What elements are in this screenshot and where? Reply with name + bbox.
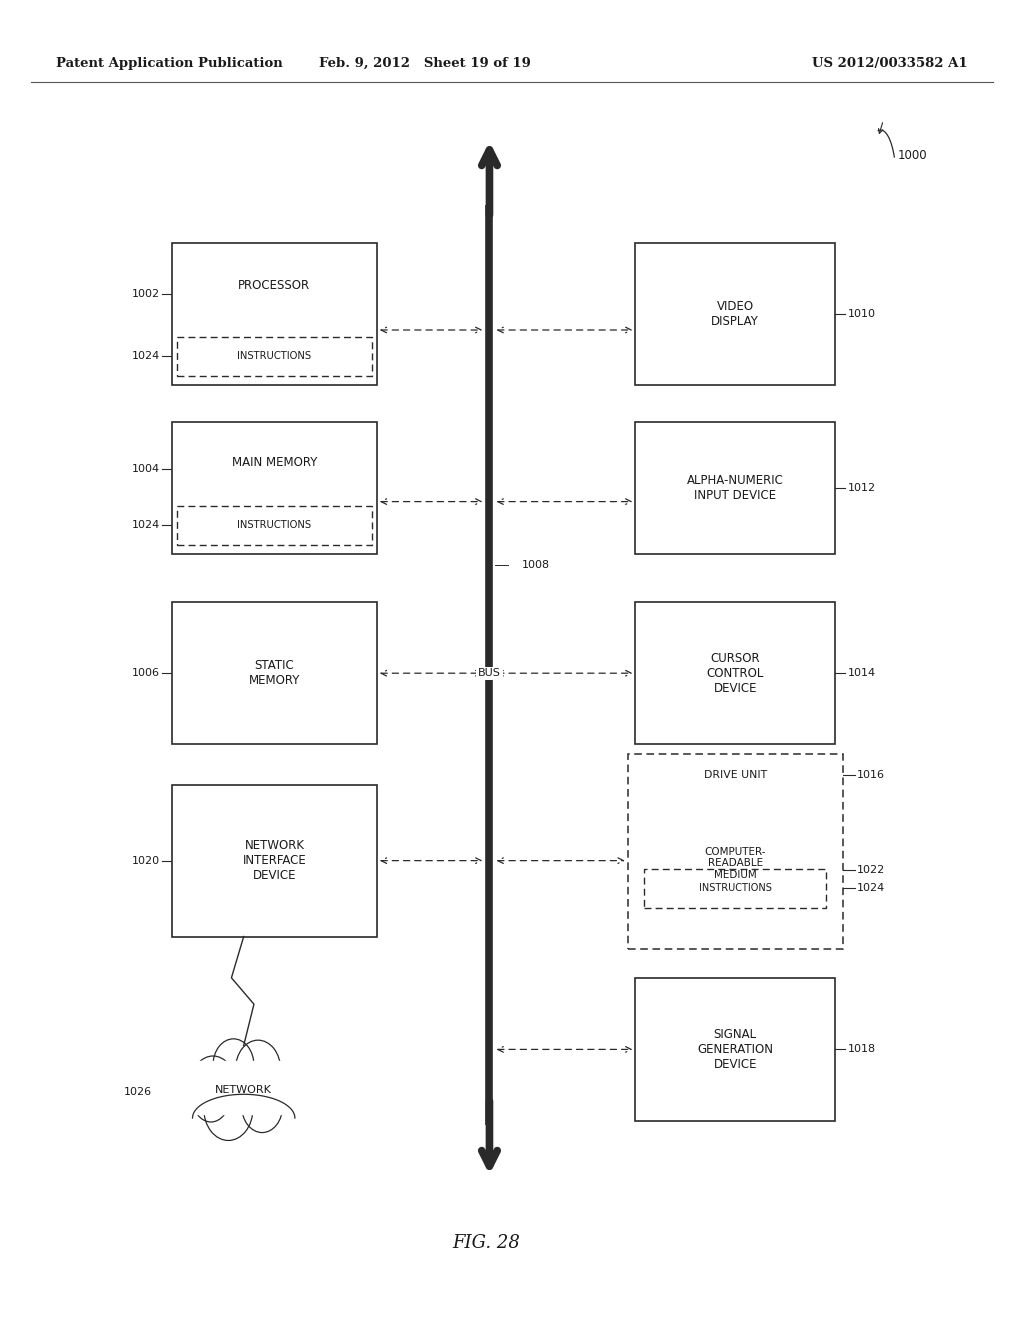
Bar <box>628 754 843 949</box>
Circle shape <box>193 1074 229 1122</box>
Bar <box>187 1059 300 1118</box>
Text: 1022: 1022 <box>857 865 886 875</box>
Bar <box>172 422 377 554</box>
Text: FIG. 28: FIG. 28 <box>453 1234 520 1253</box>
Text: 1024: 1024 <box>131 520 160 531</box>
Text: SIGNAL
GENERATION
DEVICE: SIGNAL GENERATION DEVICE <box>697 1028 773 1071</box>
Circle shape <box>204 1077 253 1140</box>
Bar <box>172 602 377 744</box>
Text: US 2012/0033582 A1: US 2012/0033582 A1 <box>812 57 968 70</box>
Bar <box>644 869 826 908</box>
Text: 1000: 1000 <box>898 149 928 162</box>
Text: MAIN MEMORY: MAIN MEMORY <box>231 455 317 469</box>
Text: VIDEO
DISPLAY: VIDEO DISPLAY <box>712 300 759 329</box>
Bar <box>177 506 372 545</box>
Text: 1004: 1004 <box>132 463 160 474</box>
Text: 1014: 1014 <box>848 668 876 678</box>
Circle shape <box>190 1056 236 1114</box>
Text: ALPHA-NUMERIC
INPUT DEVICE: ALPHA-NUMERIC INPUT DEVICE <box>687 474 783 503</box>
Text: 1006: 1006 <box>132 668 160 678</box>
Bar <box>177 337 372 376</box>
Circle shape <box>236 1040 281 1098</box>
Bar <box>172 243 377 385</box>
Text: DRIVE UNIT: DRIVE UNIT <box>703 770 767 780</box>
Text: 1016: 1016 <box>857 770 885 780</box>
Bar <box>172 784 377 937</box>
Text: 1026: 1026 <box>124 1086 152 1097</box>
Bar <box>635 422 835 554</box>
Text: 1010: 1010 <box>848 309 876 319</box>
Text: 1024: 1024 <box>857 883 886 894</box>
Text: 1018: 1018 <box>848 1044 876 1055</box>
Text: NETWORK
INTERFACE
DEVICE: NETWORK INTERFACE DEVICE <box>243 840 306 882</box>
Text: CURSOR
CONTROL
DEVICE: CURSOR CONTROL DEVICE <box>707 652 764 694</box>
Text: 1024: 1024 <box>131 351 160 362</box>
Text: INSTRUCTIONS: INSTRUCTIONS <box>698 883 772 894</box>
Text: PROCESSOR: PROCESSOR <box>239 279 310 292</box>
Text: 1002: 1002 <box>132 289 160 300</box>
Bar <box>635 243 835 385</box>
Circle shape <box>213 1039 254 1092</box>
Text: INSTRUCTIONS: INSTRUCTIONS <box>238 351 311 362</box>
Bar <box>638 800 833 916</box>
Circle shape <box>242 1080 283 1133</box>
Text: STATIC
MEMORY: STATIC MEMORY <box>249 659 300 688</box>
Text: NETWORK: NETWORK <box>215 1085 272 1096</box>
Circle shape <box>258 1064 295 1111</box>
Text: Patent Application Publication: Patent Application Publication <box>56 57 283 70</box>
Bar <box>635 602 835 744</box>
Text: BUS: BUS <box>478 668 501 678</box>
Text: INSTRUCTIONS: INSTRUCTIONS <box>238 520 311 531</box>
Text: 1008: 1008 <box>522 560 550 570</box>
Text: Feb. 9, 2012   Sheet 19 of 19: Feb. 9, 2012 Sheet 19 of 19 <box>319 57 530 70</box>
Text: 1020: 1020 <box>132 855 160 866</box>
Bar <box>189 1061 298 1114</box>
Bar <box>635 978 835 1121</box>
Text: 1012: 1012 <box>848 483 876 494</box>
Text: COMPUTER-
READABLE
MEDIUM: COMPUTER- READABLE MEDIUM <box>705 846 766 880</box>
